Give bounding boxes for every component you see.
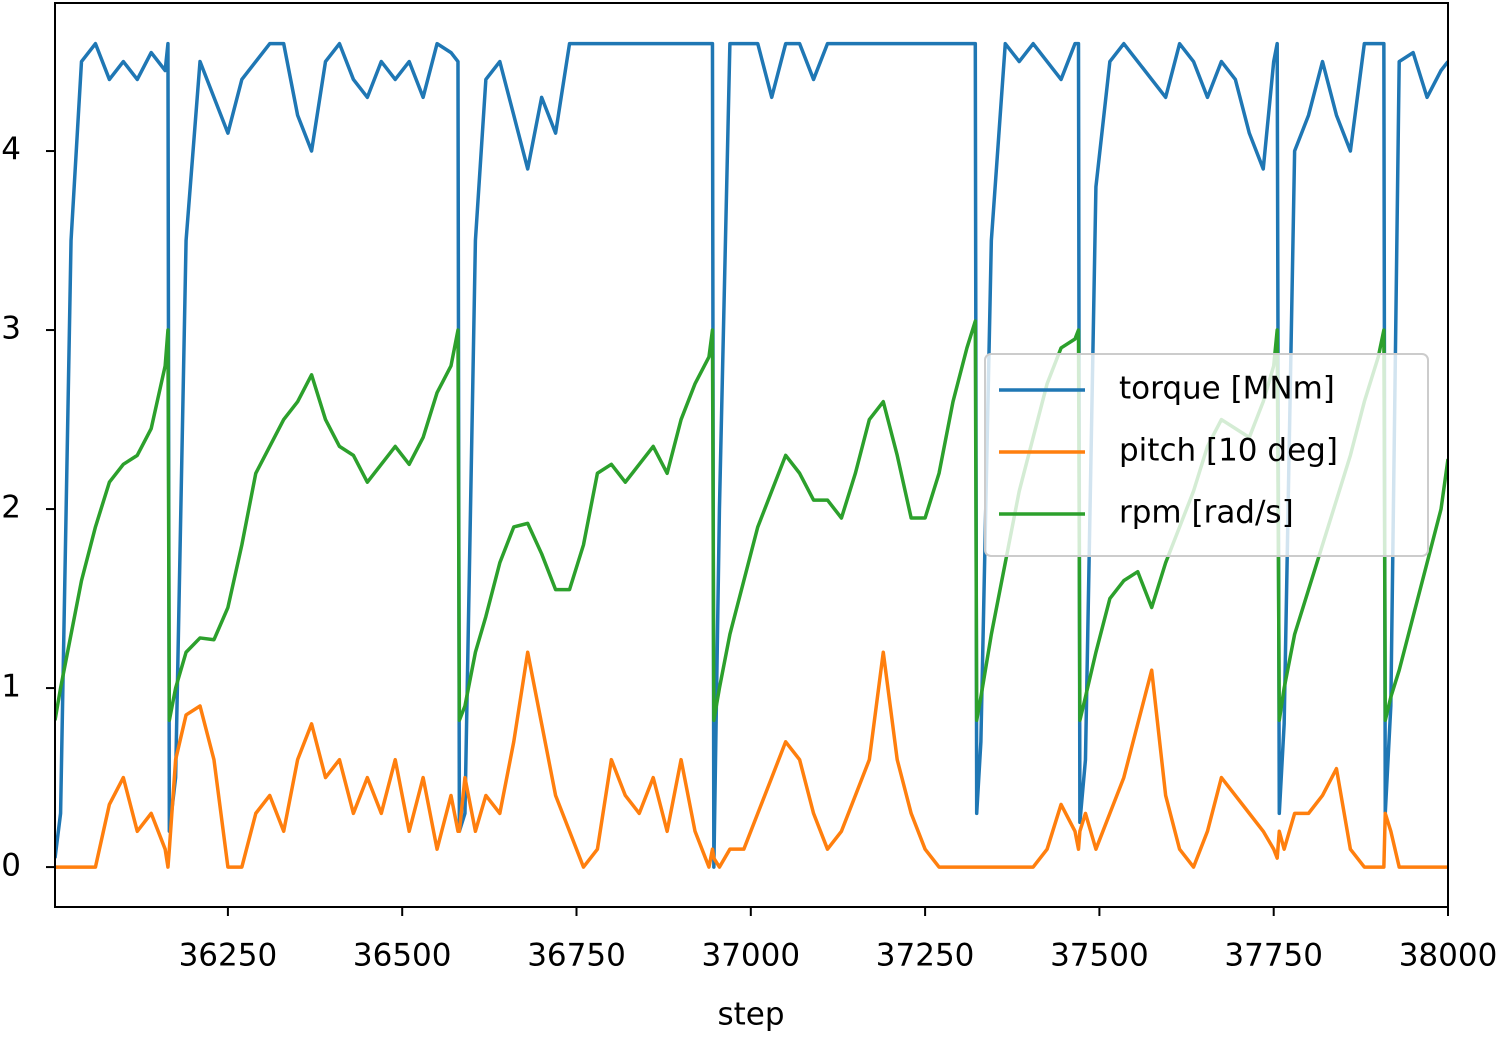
- x-tick-label: 37000: [701, 938, 800, 974]
- x-tick-label: 37500: [1050, 938, 1149, 974]
- x-tick-label: 37250: [876, 938, 975, 974]
- y-tick-label: 0: [1, 848, 21, 884]
- plot-frame: [54, 2, 1449, 908]
- x-tick-label: 38000: [1399, 938, 1498, 974]
- legend-label: torque [MNm]: [1119, 371, 1335, 407]
- legend-box: [984, 353, 1429, 557]
- x-tick-label: 37750: [1224, 938, 1323, 974]
- x-tick-label: 36250: [179, 938, 278, 974]
- series-line: [55, 650, 1448, 869]
- x-tick-label: 36500: [353, 938, 452, 974]
- y-tick-label: 3: [1, 311, 21, 347]
- x-tick-label: 36750: [527, 938, 626, 974]
- y-tick-label: 2: [1, 490, 21, 526]
- legend-label: rpm [rad/s]: [1119, 495, 1294, 531]
- x-axis-label: step: [717, 997, 784, 1033]
- legend-label: pitch [10 deg]: [1119, 433, 1338, 469]
- legend: torque [MNm] pitch [10 deg] rpm [rad/s]: [984, 353, 1429, 557]
- y-tick-label: 4: [1, 132, 21, 168]
- series-line: [55, 41, 1448, 869]
- y-tick-label: 1: [1, 669, 21, 705]
